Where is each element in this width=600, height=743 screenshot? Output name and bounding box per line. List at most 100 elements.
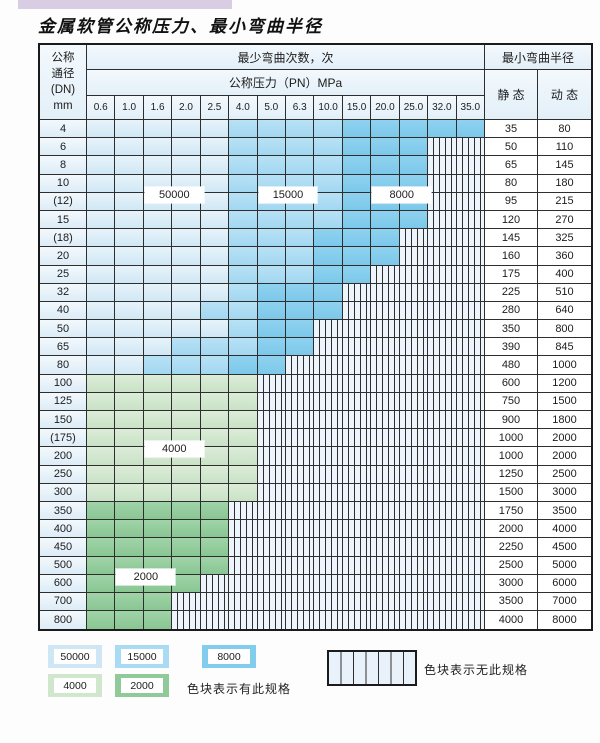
no-spec-cell (399, 538, 429, 557)
spec-cell (87, 120, 116, 139)
dn-cell: 250 (40, 465, 87, 484)
dn-cell: 40 (40, 301, 87, 321)
static-value-cell: 225 (485, 283, 538, 302)
spec-cell (172, 356, 201, 375)
no-spec-cell (257, 392, 286, 411)
no-spec-cell (229, 520, 258, 539)
spec-cell (172, 538, 201, 557)
spec-cell (229, 301, 258, 321)
static-value-cell: 600 (485, 374, 538, 393)
static-value-cell: 900 (485, 411, 538, 430)
dn-cell: 400 (40, 520, 87, 539)
static-value-cell: 3500 (485, 592, 538, 612)
no-spec-cell (257, 520, 286, 539)
no-spec-cell (200, 574, 230, 593)
no-spec-cell (229, 501, 258, 521)
legend-swatch-value: 50000 (54, 649, 96, 664)
static-value-cell: 2500 (485, 556, 538, 575)
spec-cell (371, 247, 400, 266)
spec-cell (286, 138, 315, 157)
dn-cell: 350 (40, 501, 87, 521)
spec-cell (143, 229, 173, 248)
spec-cell (87, 320, 116, 339)
pressure-header-cell: 2.0 (172, 96, 201, 120)
no-spec-cell (286, 411, 315, 430)
no-spec-cell (371, 265, 400, 284)
no-spec-cell (229, 556, 258, 575)
no-spec-cell (371, 320, 400, 339)
dn-header-line: (DN) (50, 84, 76, 96)
no-spec-cell (399, 301, 429, 321)
spec-cell (143, 611, 173, 630)
spec-cell (257, 338, 286, 357)
dynamic-value-cell: 845 (538, 338, 591, 357)
dynamic-value-cell: 6000 (538, 574, 591, 593)
static-value-cell: 2000 (485, 520, 538, 539)
no-spec-cell (428, 374, 457, 393)
no-spec-cell (428, 210, 457, 230)
spec-cell (115, 538, 144, 557)
dynamic-value-cell: 180 (538, 174, 591, 193)
dynamic-value-cell: 270 (538, 210, 591, 230)
spec-cell (200, 556, 230, 575)
spec-cell (115, 374, 144, 393)
spec-cell (428, 120, 457, 139)
no-spec-cell (342, 338, 372, 357)
no-spec-cell (314, 574, 343, 593)
no-spec-cell (342, 301, 372, 321)
no-spec-cell (399, 592, 429, 612)
min-bend-radius-header: 最小弯曲半径 (485, 45, 591, 70)
spec-cell (143, 320, 173, 339)
dn-cell: (175) (40, 429, 87, 448)
spec-cell (229, 338, 258, 357)
no-spec-cell (428, 192, 457, 211)
static-value-cell: 4000 (485, 611, 538, 630)
no-spec-cell (172, 611, 201, 630)
spec-cell (229, 265, 258, 284)
spec-cell (229, 192, 258, 211)
no-spec-cell (286, 611, 315, 630)
no-spec-cell (456, 465, 485, 484)
dn-cell: 700 (40, 592, 87, 612)
static-value-cell: 1000 (485, 447, 538, 466)
no-spec-cell (314, 520, 343, 539)
spec-cell (229, 174, 258, 193)
no-spec-cell (371, 392, 400, 411)
cycle-count-label-50000: 50000 (144, 186, 204, 203)
spec-cell (87, 574, 116, 593)
spec-cell (257, 265, 286, 284)
no-spec-cell (286, 465, 315, 484)
spec-cell (286, 320, 315, 339)
spec-cell (172, 374, 201, 393)
dynamic-value-cell: 325 (538, 229, 591, 248)
spec-cell (143, 501, 173, 521)
no-spec-cell (257, 447, 286, 466)
spec-cell (200, 320, 230, 339)
spec-cell (342, 120, 372, 139)
dn-cell: 800 (40, 611, 87, 630)
static-value-cell: 80 (485, 174, 538, 193)
spec-cell (87, 265, 116, 284)
spec-cell (314, 120, 343, 139)
spec-cell (115, 320, 144, 339)
spec-cell (399, 120, 429, 139)
spec-cell (200, 501, 230, 521)
spec-cell (172, 156, 201, 175)
spec-cell (200, 392, 230, 411)
spec-cell (371, 210, 400, 230)
no-spec-cell (456, 229, 485, 248)
dn-cell: 150 (40, 411, 87, 430)
no-spec-cell (456, 520, 485, 539)
no-spec-cell (257, 374, 286, 393)
dn-cell: 125 (40, 392, 87, 411)
spec-cell (200, 229, 230, 248)
no-spec-cell (456, 429, 485, 448)
no-spec-cell (371, 556, 400, 575)
spec-cell (172, 229, 201, 248)
spec-cell (200, 265, 230, 284)
spec-cell (143, 538, 173, 557)
dn-cell: 80 (40, 356, 87, 375)
cycle-count-label-8000: 8000 (372, 186, 432, 203)
no-spec-cell (428, 138, 457, 157)
spec-cell (314, 301, 343, 321)
